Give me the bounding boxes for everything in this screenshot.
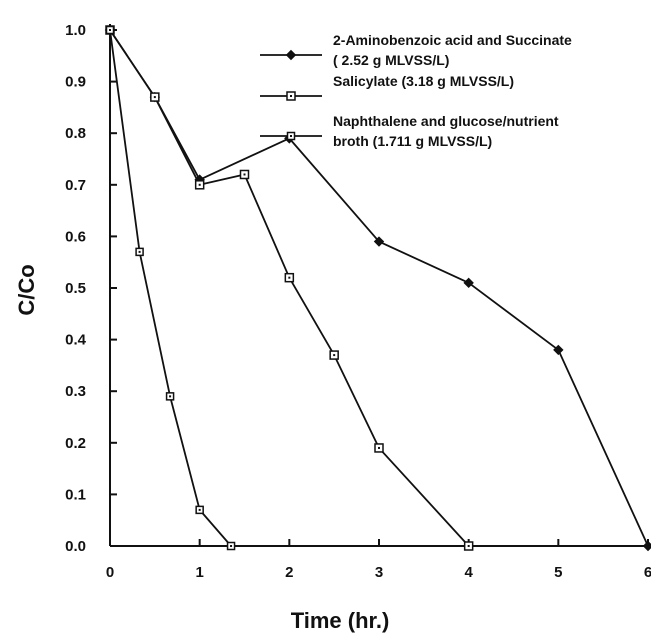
data-point <box>463 277 474 289</box>
legend-item-1: 2-Aminobenzoic acid and Succinate ( 2.52 … <box>260 32 572 68</box>
marker-dot <box>169 395 172 398</box>
data-point <box>239 169 250 180</box>
series-2 <box>105 25 474 551</box>
data-point <box>105 25 115 35</box>
marker-dot <box>198 508 201 511</box>
marker-dot <box>333 354 336 357</box>
marker-dot <box>243 173 246 176</box>
x-tick-label: 2 <box>285 564 293 581</box>
series-line <box>109 29 649 547</box>
legend-marker <box>286 131 296 141</box>
marker-dot <box>288 276 291 279</box>
marker-dot <box>198 183 201 186</box>
series-line <box>109 29 470 547</box>
marker-dot <box>467 545 470 547</box>
y-tick-label: 0.9 <box>65 74 86 91</box>
legend-label: ( 2.52 g MLVSS/L) <box>333 52 449 68</box>
legend-marker <box>285 49 297 61</box>
y-tick-label: 0.8 <box>65 125 86 142</box>
legend: 2-Aminobenzoic acid and Succinate ( 2.52 … <box>260 32 572 149</box>
series-lines <box>104 24 651 552</box>
data-point <box>463 541 474 551</box>
marker-dot <box>109 29 111 31</box>
marker-dot <box>138 250 141 253</box>
data-point <box>374 443 384 453</box>
marker-dot <box>153 96 156 99</box>
y-tick-label: 0.5 <box>65 280 86 297</box>
series-3 <box>105 25 236 551</box>
axes <box>109 24 648 547</box>
marker-dot <box>230 545 233 547</box>
y-tick-label: 0.6 <box>65 228 86 245</box>
legend-item-2: Salicylate (3.18 g MLVSS/L) <box>260 73 514 101</box>
y-tick-label: 0.1 <box>65 486 86 503</box>
legend-item-3: Naphthalene and glucose/nutrient broth (1… <box>260 113 559 149</box>
x-tick-label: 6 <box>644 564 651 581</box>
data-point <box>150 92 160 102</box>
marker-dot <box>290 135 292 137</box>
legend-label: broth (1.711 g MLVSS/L) <box>333 133 492 149</box>
legend-marker <box>286 91 296 101</box>
x-axis-title: Time (hr.) <box>291 608 390 633</box>
data-point <box>194 180 205 190</box>
y-tick-label: 0.7 <box>65 177 86 194</box>
y-tick-label: 1.0 <box>65 22 86 39</box>
y-tick-label: 0.3 <box>65 383 86 400</box>
legend-label: Naphthalene and glucose/nutrient <box>333 113 559 129</box>
marker-dot <box>290 95 292 97</box>
y-tick-label: 0.0 <box>65 538 86 555</box>
data-point <box>373 236 385 247</box>
x-tick-label: 3 <box>375 564 383 581</box>
x-tick-label: 4 <box>464 564 473 581</box>
x-tick-label: 1 <box>195 564 203 581</box>
data-point <box>226 541 236 551</box>
marker-dot <box>378 446 380 449</box>
series-line <box>109 29 232 547</box>
y-ticks: 0.0 0.1 0.2 0.3 0.4 0.5 0.6 0.7 0.8 0.9 1.0 <box>65 22 117 555</box>
x-tick-label: 5 <box>554 564 562 581</box>
data-point <box>195 505 204 515</box>
series-1 <box>104 24 651 552</box>
y-axis-title: C/Co <box>14 264 39 315</box>
y-tick-label: 0.4 <box>65 332 87 349</box>
data-point <box>329 350 339 360</box>
data-point <box>553 344 564 356</box>
y-tick-label: 0.2 <box>65 435 86 452</box>
data-point <box>135 247 144 257</box>
data-point <box>642 540 651 552</box>
data-point <box>165 392 175 401</box>
data-point <box>284 272 295 283</box>
legend-label: Salicylate (3.18 g MLVSS/L) <box>333 73 514 89</box>
legend-label: 2-Aminobenzoic acid and Succinate <box>333 32 572 48</box>
x-tick-label: 0 <box>106 564 114 581</box>
